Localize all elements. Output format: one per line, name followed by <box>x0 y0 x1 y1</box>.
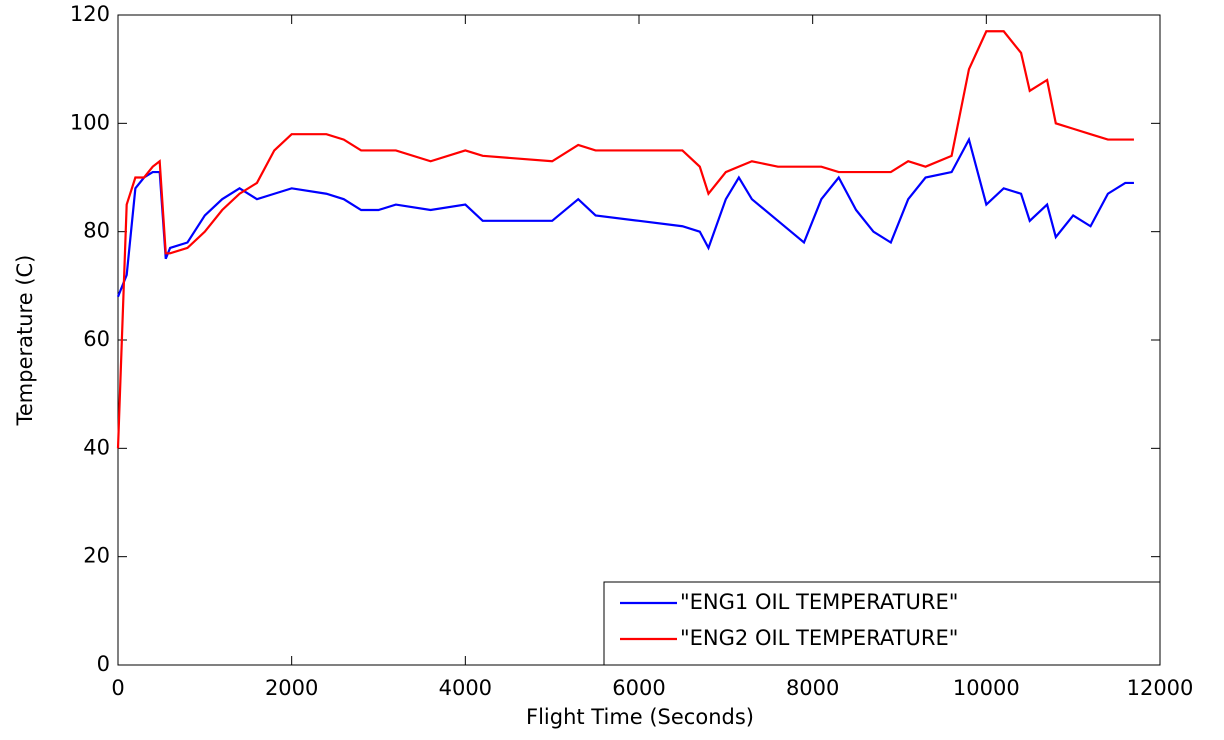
y-tick-label: 40 <box>83 435 110 459</box>
x-tick-label: 8000 <box>786 676 839 700</box>
series-line <box>116 136 1134 298</box>
y-tick-label: 120 <box>70 2 110 26</box>
x-tick-label: 6000 <box>612 676 665 700</box>
x-tick-label: 2000 <box>265 676 318 700</box>
y-tick-label: 100 <box>70 110 110 134</box>
legend-label: "ENG1 OIL TEMPERATURE" <box>680 590 958 614</box>
y-tick-label: 60 <box>83 327 110 351</box>
plot-frame <box>117 14 1161 666</box>
y-tick-label: 0 <box>97 652 110 676</box>
y-tick-label: 20 <box>83 544 110 568</box>
y-tick-label: 80 <box>83 219 110 243</box>
y-axis-label: Temperature (C) <box>13 255 37 427</box>
x-tick-label: 12000 <box>1127 676 1194 700</box>
x-axis-label: Flight Time (Seconds) <box>526 705 754 729</box>
x-tick-label: 0 <box>111 676 124 700</box>
x-tick-label: 4000 <box>439 676 492 700</box>
x-tick-label: 10000 <box>953 676 1020 700</box>
legend-box <box>603 581 1161 666</box>
series-line <box>116 30 1134 449</box>
legend-label: "ENG2 OIL TEMPERATURE" <box>680 626 958 650</box>
